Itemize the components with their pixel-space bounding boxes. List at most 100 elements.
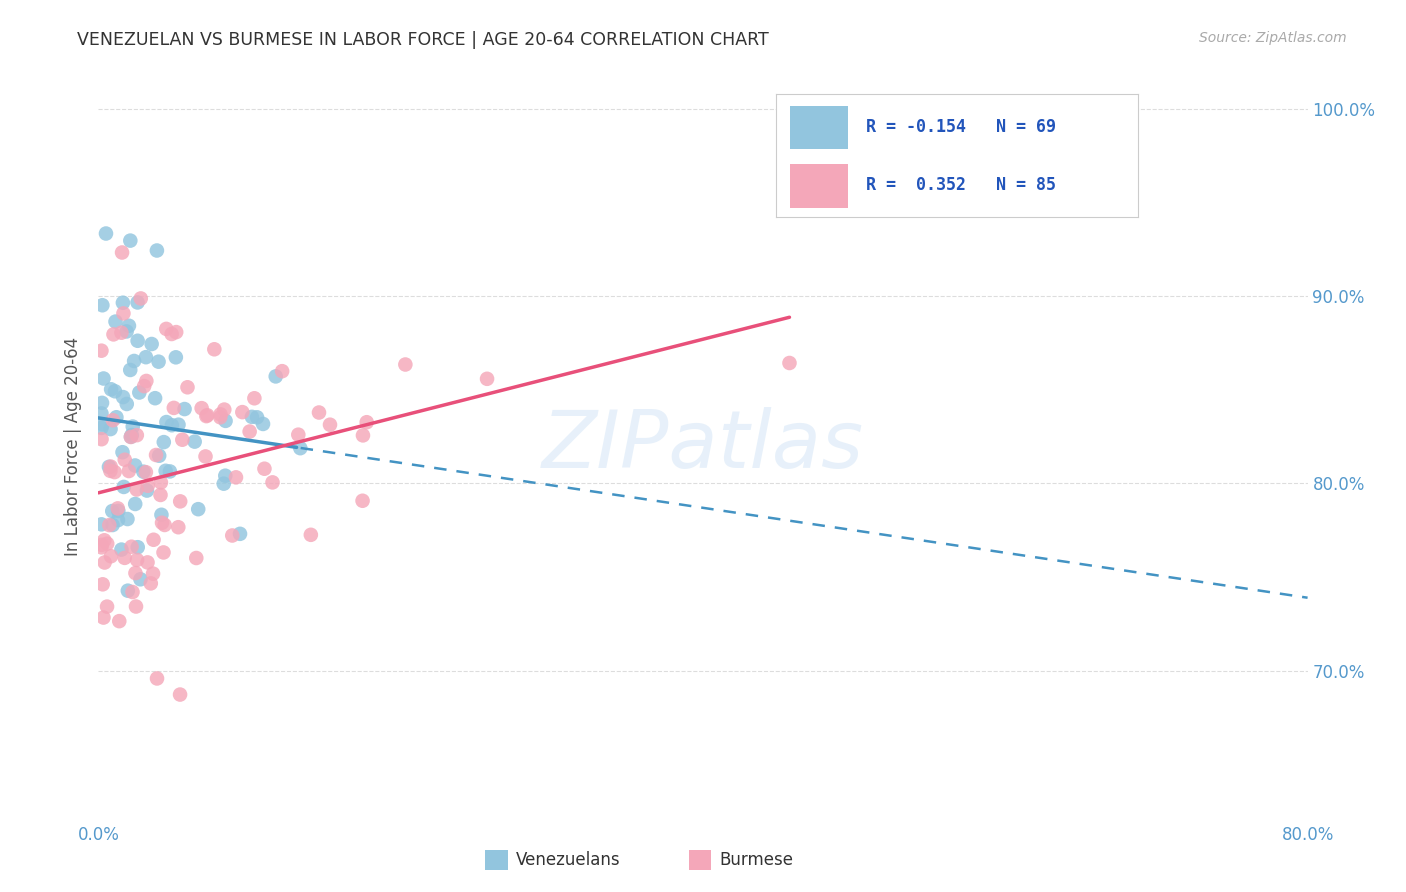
Point <box>90 343 112 358</box>
Point <box>160 326 183 341</box>
Point <box>93 556 115 570</box>
Point <box>121 540 143 554</box>
Point <box>173 402 195 417</box>
Point <box>100 422 122 436</box>
Point <box>128 385 150 400</box>
Point <box>146 672 169 686</box>
Point <box>125 483 148 497</box>
Point <box>112 390 135 404</box>
Point <box>97 459 120 474</box>
Point <box>214 402 236 417</box>
Point <box>352 428 374 442</box>
Point <box>127 540 149 554</box>
Point <box>779 356 801 370</box>
Point <box>159 465 181 479</box>
Point <box>100 549 122 564</box>
Point <box>212 476 235 491</box>
Point <box>264 369 287 384</box>
Point <box>124 458 146 473</box>
Point <box>129 572 152 586</box>
Point <box>94 227 117 241</box>
Point <box>112 480 135 494</box>
Point <box>91 298 114 312</box>
Point <box>214 414 236 428</box>
Point <box>90 407 112 421</box>
Point <box>319 417 342 432</box>
Text: Venezuelans: Venezuelans <box>516 851 620 869</box>
Point <box>125 599 148 614</box>
Point <box>100 464 122 478</box>
Point <box>299 528 322 542</box>
Point <box>149 488 172 502</box>
Point <box>132 465 155 479</box>
Point <box>142 533 165 547</box>
Point <box>252 417 274 431</box>
Point <box>121 428 143 442</box>
Point <box>93 371 115 385</box>
Point <box>195 409 218 424</box>
Point <box>271 364 294 378</box>
Point <box>152 435 174 450</box>
Point <box>135 350 157 364</box>
Point <box>136 479 159 493</box>
Point <box>118 318 141 333</box>
Point <box>148 449 170 463</box>
Point <box>195 409 218 423</box>
Point <box>118 464 141 478</box>
Point <box>93 610 115 624</box>
Point <box>91 417 114 432</box>
Point <box>111 245 134 260</box>
Point <box>136 555 159 569</box>
Point <box>163 401 186 415</box>
Point <box>114 550 136 565</box>
Point <box>153 518 176 533</box>
Point <box>101 518 124 533</box>
Point <box>155 415 177 429</box>
Point <box>121 419 143 434</box>
Point <box>127 295 149 310</box>
Point <box>96 599 118 614</box>
Point <box>165 325 187 339</box>
Text: Source: ZipAtlas.com: Source: ZipAtlas.com <box>1199 31 1347 45</box>
Point <box>167 417 190 432</box>
Text: Burmese: Burmese <box>720 851 794 869</box>
Point <box>117 512 139 526</box>
Text: VENEZUELAN VS BURMESE IN LABOR FORCE | AGE 20-64 CORRELATION CHART: VENEZUELAN VS BURMESE IN LABOR FORCE | A… <box>77 31 769 49</box>
Point <box>253 461 276 475</box>
Point <box>155 322 177 336</box>
Point <box>90 517 112 532</box>
Point <box>160 418 183 433</box>
Point <box>246 410 269 425</box>
Point <box>91 396 114 410</box>
Point <box>262 475 284 490</box>
Point <box>90 538 112 552</box>
Point <box>169 688 191 702</box>
Point <box>135 465 157 479</box>
Point <box>221 528 243 542</box>
Point <box>194 450 217 464</box>
Point <box>111 295 134 310</box>
Point <box>150 516 173 530</box>
Point <box>149 475 172 490</box>
Point <box>229 526 252 541</box>
Point <box>287 427 309 442</box>
Point <box>90 421 112 435</box>
Point <box>103 465 125 479</box>
Point <box>98 518 121 533</box>
Point <box>117 583 139 598</box>
Point <box>142 566 165 581</box>
Point <box>110 542 132 557</box>
Point <box>125 553 148 567</box>
Point <box>187 502 209 516</box>
Point <box>90 541 112 555</box>
Point <box>356 415 378 429</box>
Point <box>243 391 266 405</box>
Point <box>122 354 145 368</box>
Point <box>209 408 232 422</box>
Point <box>134 379 156 393</box>
Point <box>231 405 253 419</box>
Point <box>115 397 138 411</box>
Point <box>104 315 127 329</box>
Point <box>169 494 191 508</box>
Point <box>124 566 146 580</box>
